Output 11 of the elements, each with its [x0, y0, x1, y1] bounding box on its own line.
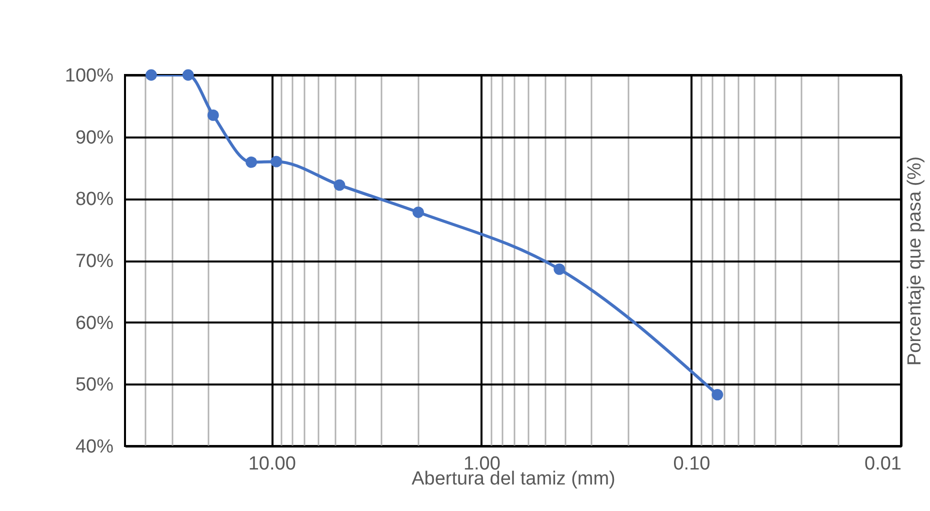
y-tick-label: 40%	[75, 436, 114, 458]
y-tick-label: 100%	[64, 66, 114, 86]
x-tick-label: 10.00	[248, 454, 296, 474]
y-axis-title: Porcentaje que pasa (%)	[904, 156, 926, 366]
y-tick-label: 70%	[75, 251, 114, 272]
x-tick-label: 0.10	[673, 454, 710, 474]
y-tick-label: 80%	[75, 189, 114, 210]
y-tick-label: 90%	[75, 127, 114, 148]
y-tick-label: 60%	[75, 312, 114, 334]
y-tick-label: 50%	[75, 374, 114, 396]
x-tick-label: 0.01	[864, 454, 902, 474]
